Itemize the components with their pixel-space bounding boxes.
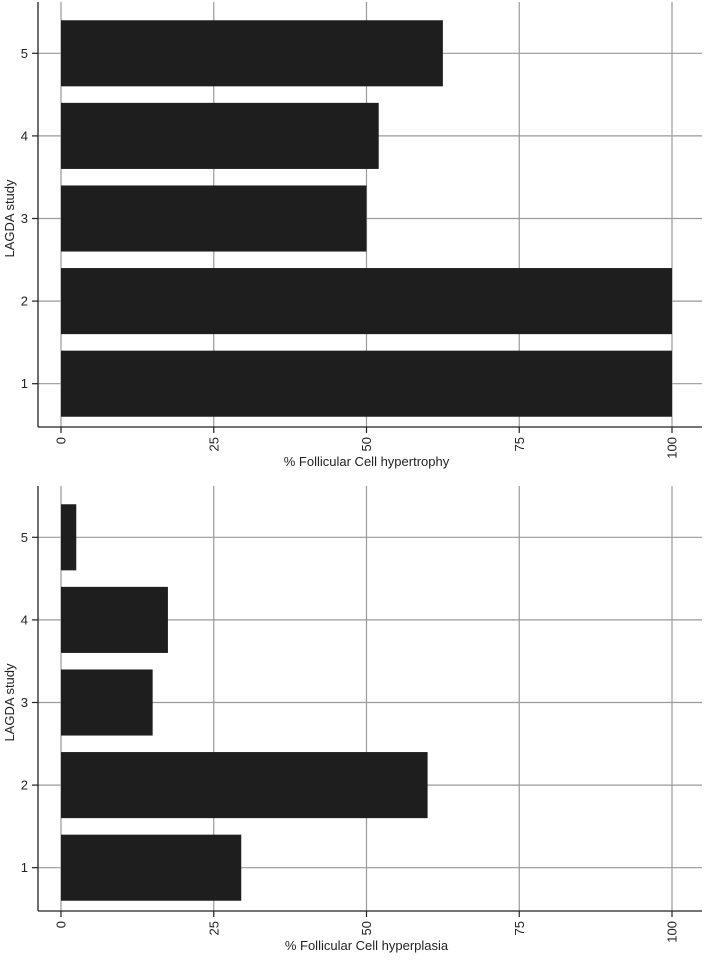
x-tick-label-25: 25 bbox=[206, 437, 221, 451]
y-tick-label-5: 5 bbox=[21, 46, 28, 61]
bar-study-3 bbox=[61, 185, 367, 252]
y-tick-label-2: 2 bbox=[21, 778, 28, 793]
y-tick-label-4: 4 bbox=[21, 612, 28, 627]
x-tick-label-0: 0 bbox=[54, 437, 69, 444]
y-axis-title: LAGDA study bbox=[2, 179, 17, 258]
x-tick-label-50: 50 bbox=[359, 437, 374, 451]
y-tick-label-1: 1 bbox=[21, 860, 28, 875]
bar-study-2 bbox=[61, 752, 428, 819]
x-tick-label-75: 75 bbox=[512, 921, 527, 935]
bar-study-3 bbox=[61, 669, 153, 736]
bar-study-5 bbox=[61, 504, 77, 571]
y-tick-label-3: 3 bbox=[21, 211, 28, 226]
y-tick-label-2: 2 bbox=[21, 294, 28, 309]
x-axis-title: % Follicular Cell hyperplasia bbox=[285, 938, 449, 953]
bar-study-5 bbox=[61, 20, 443, 87]
x-tick-label-75: 75 bbox=[512, 437, 527, 451]
x-tick-label-100: 100 bbox=[665, 437, 680, 459]
bar-study-4 bbox=[61, 586, 168, 653]
chart-hyperplasia: 1 2 3 4 5 0 25 50 75 100% Follicular Cell hyperpl… bbox=[0, 484, 709, 968]
x-tick-label-0: 0 bbox=[54, 921, 69, 928]
y-tick-label-4: 4 bbox=[21, 128, 28, 143]
y-axis-title: LAGDA study bbox=[2, 663, 17, 742]
x-tick-label-25: 25 bbox=[206, 921, 221, 935]
x-tick-label-50: 50 bbox=[359, 921, 374, 935]
bar-study-4 bbox=[61, 102, 379, 169]
bar-study-1 bbox=[61, 834, 242, 901]
y-tick-label-1: 1 bbox=[21, 376, 28, 391]
bar-study-1 bbox=[61, 350, 672, 417]
y-tick-label-5: 5 bbox=[21, 530, 28, 545]
y-tick-label-3: 3 bbox=[21, 695, 28, 710]
bar-study-2 bbox=[61, 268, 672, 335]
x-tick-label-100: 100 bbox=[665, 921, 680, 943]
x-axis-title: % Follicular Cell hypertrophy bbox=[284, 454, 450, 469]
chart-hypertrophy: 1 2 3 4 5 0 25 50 75 100% Follicular Cell hypertr… bbox=[2, 2, 702, 469]
